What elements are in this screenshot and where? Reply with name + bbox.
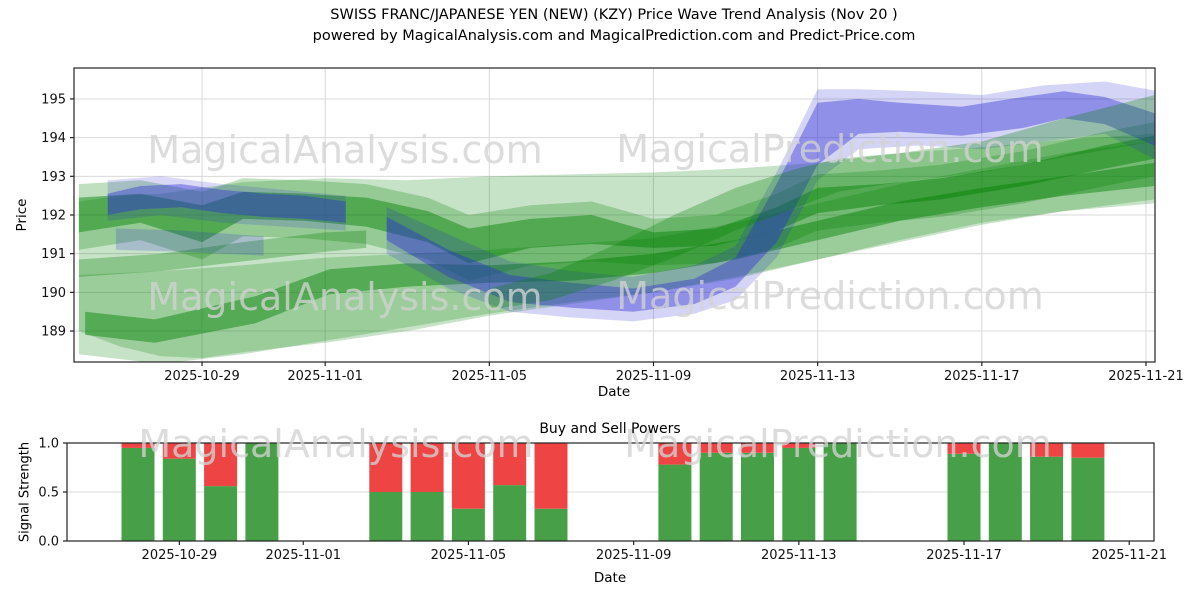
sell-bar-2025-11-17	[947, 443, 981, 454]
x-tick-label: 2025-11-21	[1108, 369, 1184, 384]
band-blue-dip-main	[386, 91, 1155, 312]
buy-bar-2025-11-03	[369, 492, 403, 541]
buy-bar-2025-11-17	[947, 453, 981, 541]
y-tick-label: 0.5	[38, 486, 59, 501]
y-tick-label: 1.0	[38, 437, 59, 452]
buy-bar-2025-10-28	[121, 447, 155, 541]
band-green-median-lower	[85, 162, 1155, 343]
sell-bar-2025-11-11	[699, 443, 733, 453]
buy-bar-2025-11-12	[741, 452, 774, 541]
band-blue-left-halo	[107, 176, 346, 231]
buy-bar-2025-11-11	[699, 452, 733, 541]
buy-bar-2025-10-31	[245, 443, 279, 541]
x-tick-label: 2025-11-17	[944, 369, 1020, 384]
x-tick-label: 2025-11-13	[780, 369, 856, 384]
sell-bar-2025-11-12	[741, 443, 774, 453]
y-tick-label: 195	[41, 92, 66, 107]
figure-title-line2: powered by MagicalAnalysis.com and Magic…	[312, 28, 916, 44]
buy-bar-2025-11-13	[782, 447, 816, 541]
y-tick-label: 194	[41, 131, 66, 146]
y-tick-label: 190	[41, 286, 66, 301]
band-green-riser	[489, 95, 1155, 310]
sell-bar-2025-11-07	[534, 443, 568, 509]
sell-bar-2025-10-28	[121, 443, 155, 448]
band-green-fan-lower	[78, 141, 1155, 362]
buy-bar-2025-11-04	[410, 492, 444, 541]
power-chart-title: Buy and Sell Powers	[539, 421, 681, 437]
x-tick-label: 2025-11-09	[616, 369, 692, 384]
x-tick-label: 2025-11-17	[926, 548, 1002, 563]
x-tick-label: 2025-10-29	[142, 548, 218, 563]
buy-bar-2025-10-29	[162, 458, 196, 541]
buy-bar-2025-11-10	[658, 464, 692, 541]
sell-bar-2025-11-13	[782, 443, 816, 448]
price-axis-label: Price	[14, 198, 30, 232]
band-blue-left	[107, 184, 346, 223]
y-tick-label: 189	[41, 325, 66, 340]
x-tick-label: 2025-11-05	[431, 548, 507, 563]
buy-bar-2025-11-19	[1030, 456, 1064, 541]
y-tick-label: 192	[41, 209, 66, 224]
x-tick-label: 2025-11-13	[761, 548, 837, 563]
band-green-cluster-main	[78, 135, 1155, 264]
buy-bar-2025-11-18	[988, 443, 1022, 541]
power-chart-date-label: Date	[593, 570, 627, 586]
power-chart-frame	[66, 442, 1155, 542]
sell-bar-2025-11-04	[410, 443, 444, 492]
x-tick-label: 2025-11-01	[265, 548, 341, 563]
x-tick-label: 2025-11-21	[1091, 548, 1167, 563]
x-tick-label: 2025-11-05	[452, 369, 528, 384]
buy-bar-2025-11-14	[823, 443, 857, 541]
sell-bar-2025-11-20	[1071, 443, 1105, 458]
band-green-mid-strip	[78, 230, 367, 277]
band-blue-dip-halo	[386, 81, 1155, 322]
y-tick-label: 193	[41, 170, 66, 185]
x-tick-label: 2025-10-29	[164, 369, 240, 384]
signal-strength-axis-label: Signal Strength	[17, 441, 33, 543]
x-tick-label: 2025-11-09	[596, 548, 672, 563]
band-lavender-left	[115, 228, 264, 256]
sell-bar-2025-11-19	[1030, 443, 1064, 457]
y-tick-label: 191	[41, 247, 66, 262]
sell-bar-2025-10-29	[162, 443, 196, 459]
buy-bar-2025-11-06	[493, 485, 527, 541]
x-tick-label: 2025-11-01	[287, 369, 363, 384]
buy-bar-2025-11-20	[1071, 457, 1105, 541]
band-green-cluster-halo	[78, 122, 1155, 281]
sell-bar-2025-11-05	[451, 443, 485, 509]
price-chart-date-label: Date	[597, 384, 631, 400]
buy-bar-2025-11-07	[534, 508, 568, 541]
sell-bar-2025-10-30	[204, 443, 238, 487]
sell-bar-2025-11-10	[658, 443, 692, 465]
sell-bar-2025-11-03	[369, 443, 403, 492]
band-green-fan-outer	[78, 133, 1155, 359]
sell-bar-2025-11-06	[493, 443, 527, 486]
figure-title-line1: SWISS FRANC/JAPANESE YEN (NEW) (KZY) Pri…	[330, 7, 898, 23]
buy-bar-2025-10-30	[204, 486, 238, 541]
y-tick-label: 0.0	[38, 535, 59, 550]
buy-bar-2025-11-05	[451, 508, 485, 541]
price-chart-frame	[73, 67, 1156, 363]
